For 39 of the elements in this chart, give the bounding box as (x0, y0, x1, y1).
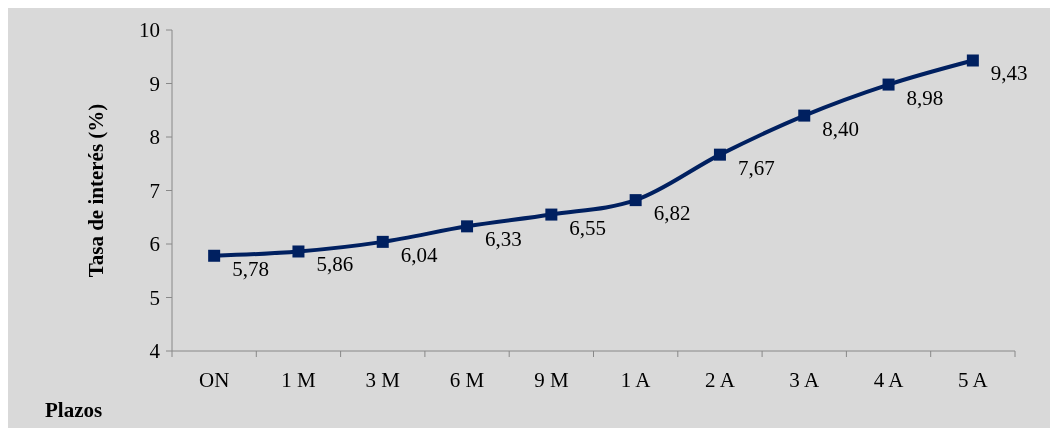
x-tick-label: 6 M (449, 368, 485, 392)
point (376, 235, 389, 248)
y-axis-title: Tasa de interés (%) (84, 103, 108, 278)
y-tick-label: 5 (149, 285, 160, 310)
y-tick-label: 4 (149, 339, 161, 364)
data-label: 8,98 (906, 85, 944, 110)
data-label: 6,33 (485, 227, 522, 252)
point (713, 148, 726, 161)
x-axis-title: Plazos (45, 398, 103, 422)
x-tick-label: 5 A (957, 368, 989, 392)
data-label: 6,82 (653, 201, 691, 226)
x-tick-label: 1 A (620, 368, 652, 392)
y-tick-label: 8 (149, 125, 160, 150)
data-label: 7,67 (737, 155, 775, 180)
point (882, 78, 895, 91)
point (208, 249, 221, 262)
point (966, 54, 979, 67)
x-tick-label: 9 M (534, 368, 569, 392)
x-tick-label: 1 M (281, 368, 316, 392)
y-tick-label: 6 (149, 232, 160, 257)
y-tick-label: 10 (139, 18, 160, 43)
point (545, 208, 558, 221)
data-label: 6,04 (400, 242, 438, 267)
y-tick-label: 7 (149, 178, 160, 203)
point (798, 109, 811, 122)
x-tick-label: 3 M (365, 368, 401, 392)
data-label: 6,55 (569, 215, 607, 240)
point (461, 220, 474, 233)
point (629, 194, 642, 207)
data-label: 9,43 (990, 61, 1028, 86)
point (292, 245, 305, 258)
data-label: 5,86 (316, 252, 354, 277)
x-tick-label: 3 A (789, 368, 820, 392)
x-tick-label: 2 A (705, 368, 736, 392)
x-tick-label: 4 A (873, 368, 905, 392)
x-tick-label: ON (198, 368, 230, 392)
data-label: 8,40 (822, 116, 859, 141)
y-tick-label: 9 (149, 71, 160, 96)
data-label: 5,78 (232, 256, 269, 281)
